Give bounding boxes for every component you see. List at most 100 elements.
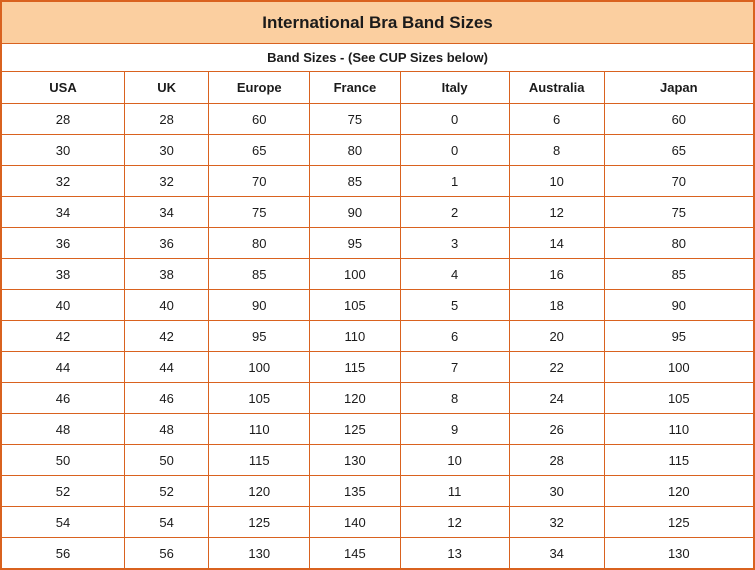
table-cell: 8 bbox=[399, 382, 510, 414]
table-cell: 32 bbox=[508, 506, 605, 538]
table-row: 46 46 105 120 8 24 105 bbox=[0, 382, 755, 414]
table-cell: 120 bbox=[603, 475, 755, 507]
table-cell: 34 bbox=[0, 196, 125, 228]
column-header-usa: USA bbox=[0, 71, 125, 104]
table-cell: 46 bbox=[0, 382, 125, 414]
table-cell: 6 bbox=[399, 320, 510, 352]
table-row: 34 34 75 90 2 12 75 bbox=[0, 196, 755, 228]
table-row: 50 50 115 130 10 28 115 bbox=[0, 444, 755, 476]
table-cell: 105 bbox=[309, 289, 401, 321]
table-cell: 38 bbox=[0, 258, 125, 290]
column-header-australia: Australia bbox=[508, 71, 605, 104]
table-cell: 44 bbox=[123, 351, 210, 383]
table-row: 38 38 85 100 4 16 85 bbox=[0, 258, 755, 290]
table-cell: 115 bbox=[309, 351, 401, 383]
table-cell: 18 bbox=[508, 289, 605, 321]
table-cell: 70 bbox=[208, 165, 311, 197]
table-cell: 46 bbox=[123, 382, 210, 414]
table-cell: 130 bbox=[208, 537, 311, 570]
table-cell: 50 bbox=[0, 444, 125, 476]
table-cell: 28 bbox=[508, 444, 605, 476]
table-cell: 120 bbox=[208, 475, 311, 507]
table-cell: 6 bbox=[508, 103, 605, 135]
table-cell: 130 bbox=[603, 537, 755, 570]
table-cell: 90 bbox=[208, 289, 311, 321]
table-cell: 12 bbox=[508, 196, 605, 228]
column-header-row: USA UK Europe France Italy Australia Japan bbox=[0, 71, 755, 104]
table-cell: 30 bbox=[123, 134, 210, 166]
table-cell: 16 bbox=[508, 258, 605, 290]
table-cell: 85 bbox=[309, 165, 401, 197]
table-cell: 28 bbox=[123, 103, 210, 135]
table-row: 52 52 120 135 11 30 120 bbox=[0, 475, 755, 507]
table-body: 28 28 60 75 0 6 60 30 30 65 80 0 8 65 32 32 70 85 1 10 70 34 3… bbox=[0, 103, 755, 570]
table-cell: 110 bbox=[603, 413, 755, 445]
table-cell: 36 bbox=[123, 227, 210, 259]
table-row: 28 28 60 75 0 6 60 bbox=[0, 103, 755, 135]
table-cell: 95 bbox=[309, 227, 401, 259]
table-cell: 100 bbox=[208, 351, 311, 383]
table-cell: 65 bbox=[208, 134, 311, 166]
table-cell: 5 bbox=[399, 289, 510, 321]
table-cell: 36 bbox=[0, 227, 125, 259]
table-cell: 44 bbox=[0, 351, 125, 383]
table-cell: 54 bbox=[123, 506, 210, 538]
table-row: 42 42 95 110 6 20 95 bbox=[0, 320, 755, 352]
table-cell: 28 bbox=[0, 103, 125, 135]
table-cell: 115 bbox=[208, 444, 311, 476]
table-cell: 135 bbox=[309, 475, 401, 507]
table-cell: 120 bbox=[309, 382, 401, 414]
table-cell: 14 bbox=[508, 227, 605, 259]
table-cell: 2 bbox=[399, 196, 510, 228]
table-cell: 125 bbox=[208, 506, 311, 538]
table-cell: 110 bbox=[309, 320, 401, 352]
table-cell: 12 bbox=[399, 506, 510, 538]
table-row: 32 32 70 85 1 10 70 bbox=[0, 165, 755, 197]
table-row: 54 54 125 140 12 32 125 bbox=[0, 506, 755, 538]
table-cell: 48 bbox=[123, 413, 210, 445]
table-row: 48 48 110 125 9 26 110 bbox=[0, 413, 755, 445]
table-cell: 42 bbox=[0, 320, 125, 352]
table-cell: 9 bbox=[399, 413, 510, 445]
table-cell: 75 bbox=[208, 196, 311, 228]
table-cell: 20 bbox=[508, 320, 605, 352]
table-cell: 32 bbox=[0, 165, 125, 197]
table-cell: 3 bbox=[399, 227, 510, 259]
table-cell: 0 bbox=[399, 103, 510, 135]
table-cell: 34 bbox=[123, 196, 210, 228]
column-header-uk: UK bbox=[123, 71, 210, 104]
table-cell: 65 bbox=[603, 134, 755, 166]
column-header-france: France bbox=[309, 71, 401, 104]
table-row: 40 40 90 105 5 18 90 bbox=[0, 289, 755, 321]
table-cell: 42 bbox=[123, 320, 210, 352]
table-subtitle: Band Sizes - (See CUP Sizes below) bbox=[0, 43, 755, 72]
table-cell: 130 bbox=[309, 444, 401, 476]
table-row: 56 56 130 145 13 34 130 bbox=[0, 537, 755, 570]
table-cell: 90 bbox=[309, 196, 401, 228]
table-cell: 0 bbox=[399, 134, 510, 166]
table-cell: 115 bbox=[603, 444, 755, 476]
table-cell: 24 bbox=[508, 382, 605, 414]
table-cell: 8 bbox=[508, 134, 605, 166]
table-cell: 60 bbox=[603, 103, 755, 135]
table-cell: 10 bbox=[399, 444, 510, 476]
table-cell: 90 bbox=[603, 289, 755, 321]
table-cell: 40 bbox=[0, 289, 125, 321]
table-cell: 4 bbox=[399, 258, 510, 290]
table-cell: 110 bbox=[208, 413, 311, 445]
table-cell: 13 bbox=[399, 537, 510, 570]
table-cell: 32 bbox=[123, 165, 210, 197]
table-cell: 30 bbox=[0, 134, 125, 166]
table-cell: 10 bbox=[508, 165, 605, 197]
table-cell: 95 bbox=[603, 320, 755, 352]
table-cell: 75 bbox=[309, 103, 401, 135]
table-cell: 80 bbox=[309, 134, 401, 166]
table-cell: 145 bbox=[309, 537, 401, 570]
table-cell: 85 bbox=[208, 258, 311, 290]
table-cell: 100 bbox=[309, 258, 401, 290]
table-cell: 105 bbox=[208, 382, 311, 414]
table-title: International Bra Band Sizes bbox=[0, 0, 755, 44]
subtitle-row: Band Sizes - (See CUP Sizes below) bbox=[0, 43, 755, 72]
table-cell: 60 bbox=[208, 103, 311, 135]
